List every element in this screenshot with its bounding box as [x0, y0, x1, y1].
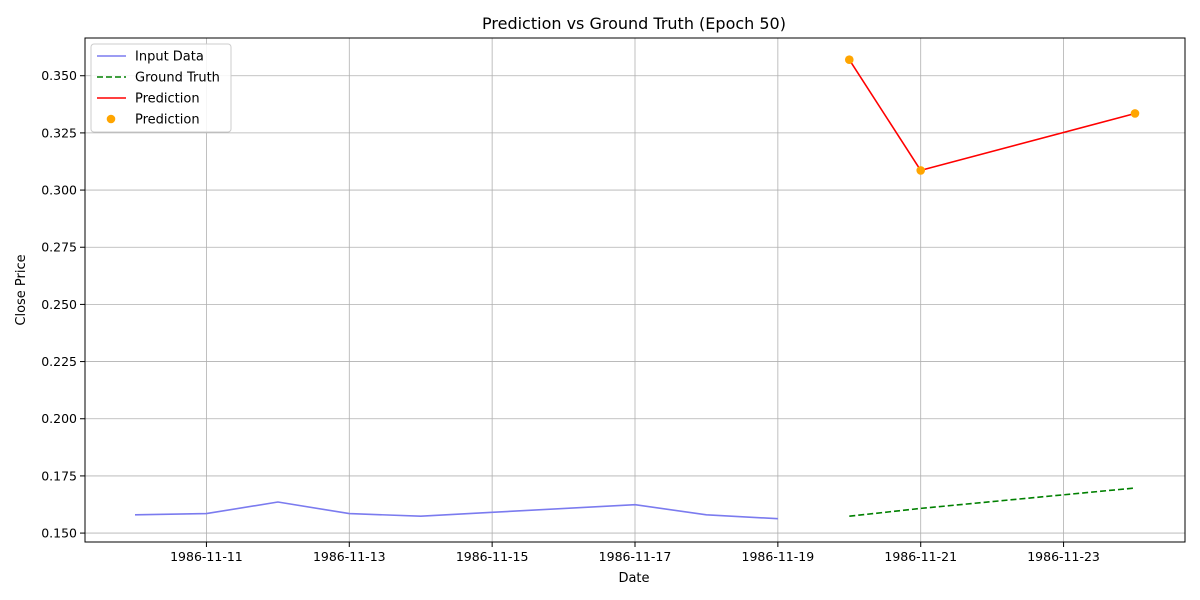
- chart-title: Prediction vs Ground Truth (Epoch 50): [482, 14, 786, 33]
- legend-label: Input Data: [135, 50, 204, 65]
- legend-label: Prediction: [135, 92, 200, 107]
- series-line-1: [849, 487, 1136, 517]
- grid: [85, 38, 1185, 542]
- y-tick-label: 0.175: [41, 468, 77, 483]
- y-tick-label: 0.300: [41, 183, 77, 198]
- x-tick-label: 1986-11-13: [313, 549, 386, 564]
- x-tick-label: 1986-11-11: [170, 549, 243, 564]
- scatter-point: [916, 166, 926, 175]
- y-axis-label: Close Price: [14, 254, 29, 325]
- y-tick-label: 0.250: [41, 297, 77, 312]
- x-tick-label: 1986-11-21: [884, 549, 957, 564]
- y-tick-label: 0.200: [41, 411, 77, 426]
- y-tick-label: 0.275: [41, 240, 77, 255]
- series-layer: [134, 55, 1140, 520]
- x-tick-label: 1986-11-19: [742, 549, 815, 564]
- y-tick-label: 0.350: [41, 68, 77, 83]
- legend-swatch: [106, 114, 116, 124]
- y-axis: 0.150 0.175 0.200 0.225 0.250 0.275 0.300 0.325…: [41, 68, 85, 541]
- x-tick-label: 1986-11-23: [1027, 549, 1100, 564]
- y-tick-label: 0.225: [41, 354, 77, 369]
- series-line-0: [134, 501, 778, 520]
- y-tick-label: 0.325: [41, 125, 77, 140]
- x-tick-label: 1986-11-17: [599, 549, 672, 564]
- x-axis: 1986-11-11 1986-11-13 1986-11-15 1986-11-17…: [170, 542, 1100, 564]
- legend-label: Ground Truth: [135, 71, 220, 86]
- scatter-point: [1130, 109, 1140, 118]
- scatter-point: [844, 55, 854, 65]
- x-axis-label: Date: [618, 571, 649, 586]
- legend-label: Prediction: [135, 113, 200, 128]
- y-tick-label: 0.150: [41, 526, 77, 541]
- legend: Input Data Ground Truth Prediction Predicti…: [90, 43, 232, 133]
- legend-frame: [90, 43, 232, 133]
- x-tick-label: 1986-11-15: [456, 549, 529, 564]
